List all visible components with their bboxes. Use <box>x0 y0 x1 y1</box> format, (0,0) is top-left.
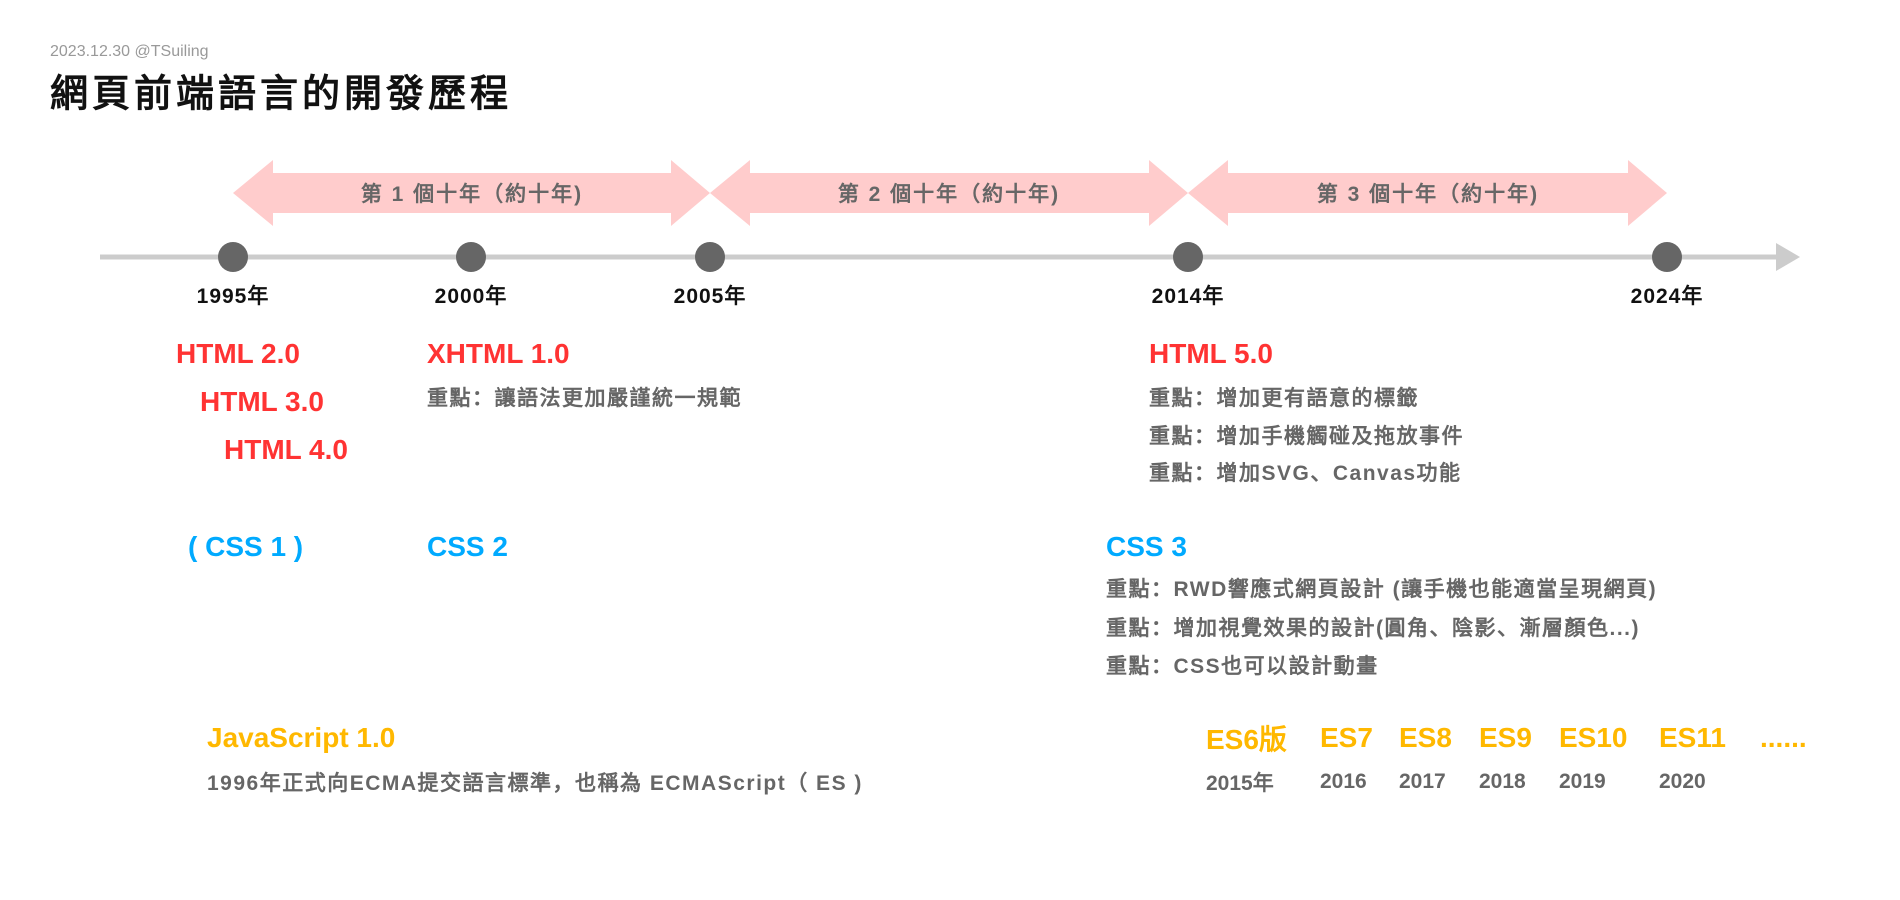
year-label: 2005年 <box>673 285 747 308</box>
timeline-arrowhead <box>1776 243 1800 271</box>
es-version: ES6版 <box>1206 724 1287 755</box>
band-label-3: 第 3 個十年（約十年) <box>1316 183 1540 206</box>
es-year: 2018 <box>1479 770 1526 793</box>
band-arrow-1 <box>233 160 710 226</box>
es-year: 2015年 <box>1206 772 1274 795</box>
band-label-2: 第 2 個十年（約十年) <box>837 183 1061 206</box>
css3-note: 重點：CSS也可以設計動畫 <box>1106 655 1379 678</box>
year-label: 2014年 <box>1151 285 1225 308</box>
year-label: 2024年 <box>1630 285 1704 308</box>
es-version: ES9 <box>1479 722 1532 753</box>
html5-note: 重點：增加SVG、Canvas功能 <box>1149 462 1462 485</box>
css3-note: 重點：RWD響應式網頁設計 (讓手機也能適當呈現網頁) <box>1106 578 1658 601</box>
marker-2005 <box>695 242 725 272</box>
year-label: 1995年 <box>196 285 270 308</box>
es-version-ellipsis: ...... <box>1760 722 1807 753</box>
marker-2000 <box>456 242 486 272</box>
css2-label: CSS 2 <box>427 531 508 562</box>
xhtml-note: 重點：讓語法更加嚴謹統一規範 <box>427 387 742 410</box>
html5-note: 重點：增加手機觸碰及拖放事件 <box>1149 425 1464 448</box>
css1-label: ( CSS 1 ) <box>188 531 304 562</box>
html-3-label: HTML 3.0 <box>200 386 324 417</box>
es-year: 2020 <box>1659 770 1706 793</box>
date-author: 2023.12.30 @TSuiling <box>50 43 209 60</box>
marker-1995 <box>218 242 248 272</box>
marker-2014 <box>1173 242 1203 272</box>
es-version: ES10 <box>1559 722 1628 753</box>
band-label-1: 第 1 個十年（約十年) <box>360 183 584 206</box>
marker-2024 <box>1652 242 1682 272</box>
es-version: ES7 <box>1320 722 1373 753</box>
javascript-label: JavaScript 1.0 <box>207 722 396 753</box>
es-version: ES11 <box>1659 722 1726 753</box>
es-year: 2017 <box>1399 770 1446 793</box>
html5-label: HTML 5.0 <box>1149 338 1273 369</box>
css3-note: 重點：增加視覺效果的設計(圓角、陰影、漸層顏色...) <box>1106 617 1640 640</box>
band-arrow-2 <box>710 160 1188 226</box>
es-version: ES8 <box>1399 722 1452 753</box>
es-year: 2019 <box>1559 770 1606 793</box>
html-4-label: HTML 4.0 <box>224 434 348 465</box>
javascript-note: 1996年正式向ECMA提交語言標準，也稱為 ECMAScript（ ES ) <box>207 772 863 795</box>
css3-label: CSS 3 <box>1106 531 1187 562</box>
es-year: 2016 <box>1320 770 1367 793</box>
html-2-label: HTML 2.0 <box>176 338 300 369</box>
year-label: 2000年 <box>434 285 508 308</box>
html5-note: 重點：增加更有語意的標籤 <box>1149 387 1419 410</box>
band-arrow-3 <box>1188 160 1667 226</box>
page-title: 網頁前端語言的開發歷程 <box>50 73 513 116</box>
xhtml-label: XHTML 1.0 <box>427 338 570 369</box>
